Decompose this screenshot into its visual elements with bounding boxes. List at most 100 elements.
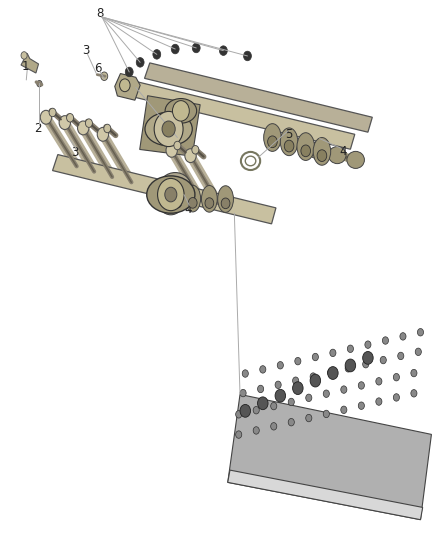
- Circle shape: [271, 423, 277, 430]
- Circle shape: [293, 377, 299, 384]
- Circle shape: [323, 410, 329, 418]
- Circle shape: [125, 67, 133, 77]
- Circle shape: [59, 116, 71, 130]
- Ellipse shape: [264, 124, 281, 151]
- Ellipse shape: [147, 176, 195, 213]
- Circle shape: [382, 337, 389, 344]
- Text: 4: 4: [184, 203, 192, 216]
- Circle shape: [306, 394, 312, 401]
- Ellipse shape: [159, 173, 191, 200]
- Circle shape: [205, 198, 214, 208]
- Circle shape: [188, 198, 197, 208]
- Circle shape: [330, 349, 336, 357]
- Text: 4: 4: [339, 146, 347, 158]
- Polygon shape: [21, 53, 39, 73]
- Circle shape: [293, 382, 303, 394]
- Ellipse shape: [151, 181, 173, 203]
- Polygon shape: [129, 81, 355, 149]
- Ellipse shape: [170, 185, 185, 212]
- Ellipse shape: [309, 142, 326, 159]
- Circle shape: [268, 136, 277, 148]
- Circle shape: [192, 146, 199, 154]
- Circle shape: [358, 402, 364, 409]
- Circle shape: [328, 367, 338, 379]
- Circle shape: [288, 418, 294, 426]
- Circle shape: [417, 328, 424, 336]
- Ellipse shape: [280, 128, 298, 156]
- Circle shape: [219, 46, 227, 55]
- Circle shape: [253, 427, 259, 434]
- Circle shape: [165, 187, 177, 202]
- Circle shape: [166, 143, 177, 157]
- Circle shape: [258, 397, 268, 410]
- Circle shape: [174, 141, 181, 150]
- Ellipse shape: [313, 138, 331, 165]
- Circle shape: [104, 124, 111, 133]
- Ellipse shape: [297, 133, 314, 160]
- Circle shape: [277, 361, 283, 369]
- Circle shape: [306, 414, 312, 422]
- Circle shape: [415, 348, 421, 356]
- Ellipse shape: [145, 112, 192, 146]
- Circle shape: [284, 140, 294, 152]
- Circle shape: [380, 357, 386, 364]
- Circle shape: [49, 108, 56, 117]
- Circle shape: [244, 51, 251, 61]
- Circle shape: [288, 398, 294, 406]
- Circle shape: [85, 119, 92, 127]
- Circle shape: [310, 374, 321, 387]
- Circle shape: [253, 407, 259, 414]
- Ellipse shape: [201, 185, 217, 212]
- Ellipse shape: [158, 185, 184, 215]
- Circle shape: [275, 381, 281, 389]
- Circle shape: [345, 359, 356, 372]
- Text: 5: 5: [286, 128, 293, 141]
- Circle shape: [365, 341, 371, 349]
- Circle shape: [173, 197, 182, 208]
- Circle shape: [393, 374, 399, 381]
- Circle shape: [363, 360, 369, 368]
- Text: 7: 7: [171, 135, 179, 148]
- Circle shape: [341, 386, 347, 393]
- Circle shape: [136, 58, 144, 67]
- Circle shape: [37, 80, 42, 87]
- Circle shape: [376, 398, 382, 405]
- Circle shape: [40, 110, 52, 124]
- Circle shape: [347, 345, 353, 352]
- Circle shape: [363, 351, 373, 364]
- Circle shape: [154, 111, 183, 147]
- Circle shape: [236, 410, 242, 418]
- Polygon shape: [145, 63, 372, 132]
- Circle shape: [192, 43, 200, 53]
- Circle shape: [97, 127, 109, 141]
- Circle shape: [258, 385, 264, 393]
- Circle shape: [162, 121, 175, 137]
- Circle shape: [185, 149, 196, 163]
- Circle shape: [101, 72, 108, 80]
- Circle shape: [328, 369, 334, 376]
- Circle shape: [345, 365, 351, 372]
- Circle shape: [376, 377, 382, 385]
- Ellipse shape: [347, 151, 364, 168]
- Ellipse shape: [185, 185, 201, 212]
- Circle shape: [67, 114, 74, 122]
- Polygon shape: [228, 470, 423, 520]
- Circle shape: [221, 198, 230, 208]
- Polygon shape: [140, 96, 200, 156]
- Circle shape: [153, 50, 161, 59]
- Circle shape: [341, 406, 347, 414]
- Ellipse shape: [165, 99, 197, 123]
- Polygon shape: [228, 394, 431, 520]
- Text: 2: 2: [34, 123, 42, 135]
- Circle shape: [260, 366, 266, 373]
- Polygon shape: [53, 155, 276, 224]
- Circle shape: [398, 352, 404, 360]
- Circle shape: [358, 382, 364, 389]
- Polygon shape: [115, 74, 140, 100]
- Circle shape: [78, 121, 89, 135]
- Circle shape: [236, 431, 242, 438]
- Circle shape: [295, 358, 301, 365]
- Circle shape: [171, 44, 179, 54]
- Circle shape: [411, 390, 417, 397]
- Circle shape: [323, 390, 329, 398]
